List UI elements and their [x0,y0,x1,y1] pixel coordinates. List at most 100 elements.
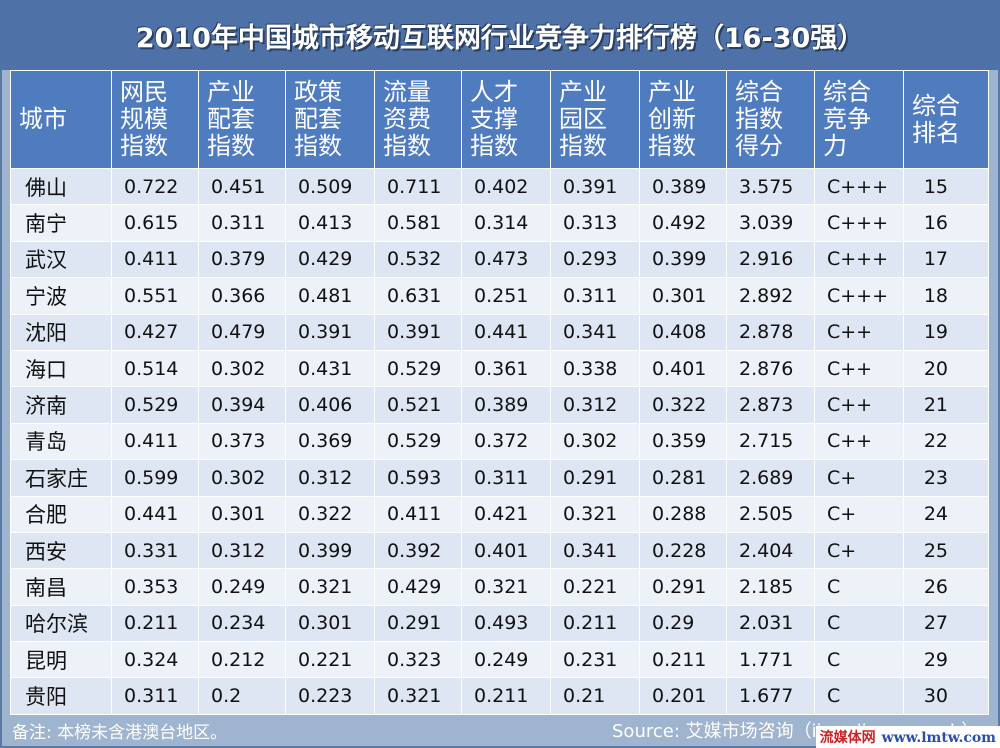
table-cell: 0.394 [198,386,286,424]
city-cell: 青岛 [10,422,112,461]
column-header-line: 创新 [648,105,696,133]
column-header-line: 流量 [383,78,431,106]
table-cell: 0.473 [461,240,551,279]
table-row: 西安 0.331 0.312 0.399 0.392 0.401 0.341 0.228 2.4… [10,531,989,570]
table-cell: 0.581 [374,204,462,242]
table-cell: 0.301 [198,495,286,533]
table-cell: 0.301 [639,277,727,315]
table-cell: 0.389 [639,167,727,206]
table-cell: 0.212 [198,641,286,679]
watermark-name: 流媒体网 [819,730,876,746]
column-header-line: 指数 [735,105,783,133]
table-cell: 0.389 [461,386,551,424]
table-cell: 2.878 [726,313,815,351]
column-header-line: 规模 [120,105,168,133]
column-header: 综合 排名 [903,70,989,169]
table-cell: 0.429 [285,240,375,279]
table-cell: C+++ [814,240,904,279]
column-header-line: 指数 [383,132,431,160]
column-header: 产业 配套 指数 [198,70,286,169]
table-cell: 0.391 [374,313,462,351]
table-cell: 0.413 [285,204,375,242]
table-cell: 0.302 [198,459,286,497]
table-row: 昆明 0.324 0.212 0.221 0.323 0.249 0.231 0.211 1.7… [10,641,989,679]
table-cell: 0.353 [111,568,199,606]
city-cell: 海口 [10,349,112,388]
rank-cell: 16 [903,204,989,242]
table-cell: 0.411 [111,422,199,461]
table-cell: 0.302 [550,422,640,461]
table-cell: C [814,568,904,606]
table-cell: 0.291 [550,459,640,497]
table-cell: 0.451 [198,167,286,206]
table-cell: 0.313 [550,204,640,242]
table-cell: 0.321 [461,568,551,606]
rank-cell: 18 [903,277,989,315]
column-header-line: 指数 [207,132,255,160]
table-cell: 3.575 [726,167,815,206]
table-cell: 0.479 [198,313,286,351]
table-cell: 0.301 [285,604,375,643]
table-cell: 2.185 [726,568,815,606]
table-cell: 0.21 [550,677,640,715]
table-cell: 0.399 [285,531,375,570]
table-cell: 2.876 [726,349,815,388]
rank-cell: 30 [903,677,989,715]
table-row: 佛山 0.722 0.451 0.509 0.711 0.402 0.391 0.389 3.5… [10,167,989,206]
table-cell: 0.221 [285,641,375,679]
column-header-line: 得分 [735,132,783,160]
column-header-line: 产业 [648,78,696,106]
table-cell: 0.312 [198,531,286,570]
column-header-line: 竞争 [823,105,871,133]
column-header-line: 园区 [559,105,607,133]
table-row: 武汉 0.411 0.379 0.429 0.532 0.473 0.293 0.399 2.9… [10,240,989,279]
table-cell: 0.599 [111,459,199,497]
table-cell: 0.408 [639,313,727,351]
table-cell: 0.321 [285,568,375,606]
table-cell: 0.529 [374,349,462,388]
column-header-line: 支撑 [470,105,518,133]
table-cell: C+++ [814,167,904,206]
table-cell: C++ [814,422,904,461]
table-cell: C++ [814,349,904,388]
table-cell: 0.341 [550,531,640,570]
column-header-line: 指数 [559,132,607,160]
table-cell: 0.322 [639,386,727,424]
table-cell: 0.431 [285,349,375,388]
table-cell: 0.322 [285,495,375,533]
table-cell: 0.373 [198,422,286,461]
column-header: 产业 园区 指数 [550,70,640,169]
table-cell: 0.441 [111,495,199,533]
table-cell: 0.401 [461,531,551,570]
table-cell: 0.231 [550,641,640,679]
table-cell: 0.441 [461,313,551,351]
table-cell: 0.288 [639,495,727,533]
column-header-line: 政策 [294,78,342,106]
table-cell: 1.677 [726,677,815,715]
table-cell: 0.359 [639,422,727,461]
table-cell: 0.521 [374,386,462,424]
table-cell: 0.312 [285,459,375,497]
column-header: 政策 配套 指数 [285,70,375,169]
table-cell: 0.369 [285,422,375,461]
table-cell: 0.391 [550,167,640,206]
ranking-table: 城市 网民 规模 指数 产业 配套 指数 政策 配套 指数 流量 资费 指数 人才 支撑 指数 产业 园区 指数 产业… [10,70,989,715]
table-row: 哈尔滨 0.211 0.234 0.301 0.291 0.493 0.211 0.29 2.0… [10,604,989,643]
table-cell: 0.341 [550,313,640,351]
table-cell: 0.372 [461,422,551,461]
watermark: 流媒体网 www.lmtw.com [815,726,1000,748]
rank-cell: 17 [903,240,989,279]
rank-cell: 27 [903,604,989,643]
table-cell: 0.509 [285,167,375,206]
column-header: 人才 支撑 指数 [461,70,551,169]
column-header-line: 网民 [120,78,168,106]
table-cell: 0.361 [461,349,551,388]
table-row: 沈阳 0.427 0.479 0.391 0.391 0.441 0.341 0.408 2.8… [10,313,989,351]
table-cell: C+ [814,495,904,533]
table-cell: 2.505 [726,495,815,533]
table-cell: 0.529 [374,422,462,461]
table-cell: 0.551 [111,277,199,315]
column-header-line: 指数 [120,132,168,160]
city-cell: 南宁 [10,204,112,242]
table-cell: 0.311 [461,459,551,497]
